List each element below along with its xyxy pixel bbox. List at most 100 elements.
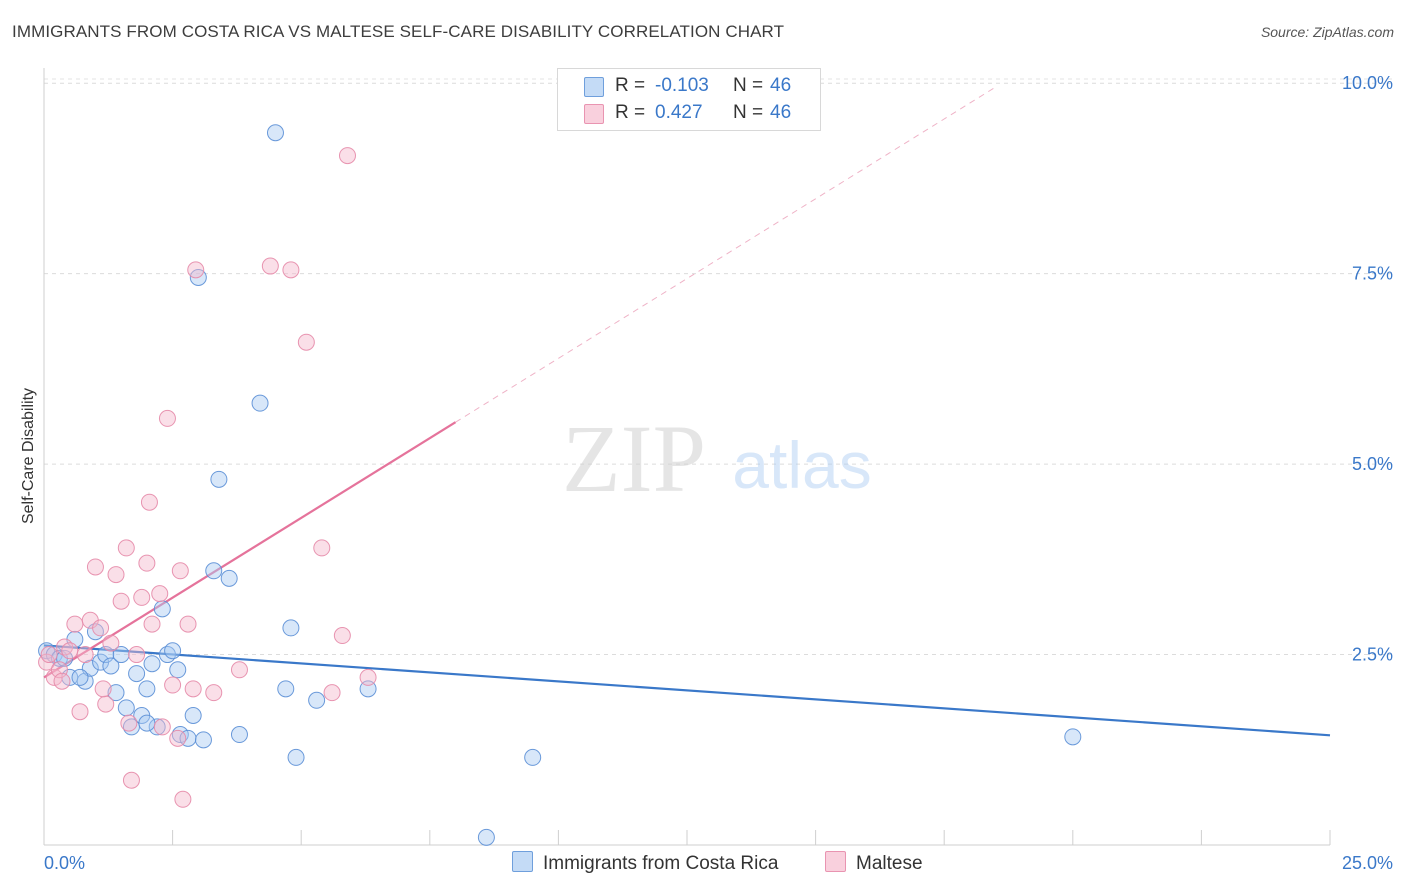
maltese-point: [333, 627, 351, 645]
maltese-point: [174, 790, 192, 808]
y-tick-label: 2.5%: [1352, 645, 1393, 665]
legend-swatch-blue: [584, 77, 604, 97]
maltese-point: [143, 615, 161, 633]
legend-swatch-pink: [584, 104, 604, 124]
bottom-legend-label: Maltese: [856, 853, 923, 874]
tick-label-layer: 2.5% 5.0% 7.5% 10.0% 0.0% 25.0%: [44, 73, 1393, 873]
y-tick-label: 5.0%: [1352, 454, 1393, 474]
costa-rica-point: [153, 600, 171, 618]
maltese-point: [313, 539, 331, 557]
maltese-point: [140, 493, 158, 511]
legend-r-label: R =: [615, 102, 646, 123]
costa-rica-point: [308, 691, 326, 709]
maltese-point: [230, 661, 248, 679]
maltese-point: [169, 729, 187, 747]
costa-rica-point: [112, 646, 130, 664]
maltese-point: [61, 642, 79, 660]
costa-rica-point: [169, 661, 187, 679]
y-axis-label: Self-Care Disability: [20, 387, 37, 525]
maltese-point: [97, 695, 115, 713]
maltese-point: [323, 684, 341, 702]
legend-n-label: N =: [733, 75, 764, 96]
maltese-point: [153, 718, 171, 736]
maltese-point: [94, 680, 112, 698]
costa-rica-point: [143, 655, 161, 673]
chart-title: IMMIGRANTS FROM COSTA RICA VS MALTESE SE…: [12, 22, 785, 41]
watermark: ZIP atlas: [562, 405, 872, 512]
costa-rica-point: [210, 470, 228, 488]
costa-rica-point: [1064, 728, 1082, 746]
bottom-legend-costa-rica: Immigrants from Costa Rica: [512, 851, 778, 875]
maltese-point: [164, 676, 182, 694]
watermark-atlas: atlas: [732, 428, 871, 502]
bottom-legend-label: Immigrants from Costa Rica: [543, 853, 779, 874]
costa-rica-point: [524, 748, 542, 766]
maltese-point: [71, 703, 89, 721]
costa-rica-point: [220, 569, 238, 587]
maltese-point: [120, 714, 138, 732]
maltese-point: [53, 672, 71, 690]
legend-n-value: 46: [770, 102, 792, 123]
bottom-legend-swatch-blue: [512, 851, 533, 872]
bottom-legend-swatch-pink: [825, 851, 846, 872]
costa-rica-point: [266, 124, 284, 142]
legend-r-label: R =: [615, 75, 646, 96]
costa-rica-point: [138, 714, 156, 732]
legend-n-value: 46: [770, 75, 792, 96]
maltese-point: [107, 566, 125, 584]
costa-rica-point: [205, 562, 223, 580]
x-tick-label: 0.0%: [44, 853, 85, 873]
maltese-point: [76, 646, 94, 664]
costa-rica-point: [282, 619, 300, 637]
costa-rica-point: [184, 707, 202, 724]
costa-rica-point: [287, 748, 305, 766]
maltese-point: [122, 771, 140, 789]
grid-layer: [44, 78, 1394, 656]
maltese-point: [158, 409, 176, 427]
y-tick-label: 10.0%: [1342, 73, 1393, 93]
costa-rica-point: [194, 731, 212, 749]
maltese-point: [179, 615, 197, 633]
maltese-point: [297, 333, 315, 351]
costa-rica-point: [164, 642, 182, 660]
maltese-point: [138, 554, 156, 572]
axes-layer: [43, 68, 1331, 846]
maltese-point: [261, 257, 279, 275]
costa-rica-point: [251, 394, 269, 412]
costa-rica-trend-line: [43, 644, 1331, 737]
costa-rica-point: [128, 665, 146, 683]
maltese-point: [338, 147, 356, 165]
bottom-legend-maltese: Maltese: [825, 851, 923, 875]
maltese-point: [359, 668, 377, 686]
maltese-point: [117, 539, 135, 557]
costa-rica-point: [117, 699, 135, 717]
maltese-point: [112, 592, 130, 610]
maltese-trend-extension: [455, 86, 996, 423]
maltese-point: [151, 585, 169, 603]
maltese-point: [171, 562, 189, 580]
costa-rica-point: [71, 668, 89, 686]
correlation-legend: R = -0.103 N = 46 R = 0.427 N = 46: [557, 68, 821, 131]
maltese-point: [92, 619, 110, 637]
maltese-point: [40, 646, 58, 664]
maltese-point: [128, 646, 146, 664]
costa-rica-point: [277, 680, 295, 698]
costa-rica-point: [230, 726, 248, 744]
maltese-point: [66, 615, 84, 633]
legend-r-value: 0.427: [655, 102, 703, 123]
maltese-point: [187, 261, 205, 279]
maltese-point: [184, 680, 202, 698]
costa-rica-point: [102, 657, 120, 675]
maltese-point: [282, 261, 300, 279]
maltese-point: [205, 684, 223, 702]
x-tick-label: 25.0%: [1342, 853, 1393, 873]
maltese-point: [86, 558, 104, 576]
costa-rica-point: [107, 684, 125, 702]
y-tick-label: 7.5%: [1352, 264, 1393, 284]
legend-r-value: -0.103: [655, 75, 709, 96]
maltese-point: [133, 588, 151, 606]
legend-n-label: N =: [733, 102, 764, 123]
costa-rica-point: [477, 828, 495, 846]
costa-rica-point: [148, 718, 166, 736]
